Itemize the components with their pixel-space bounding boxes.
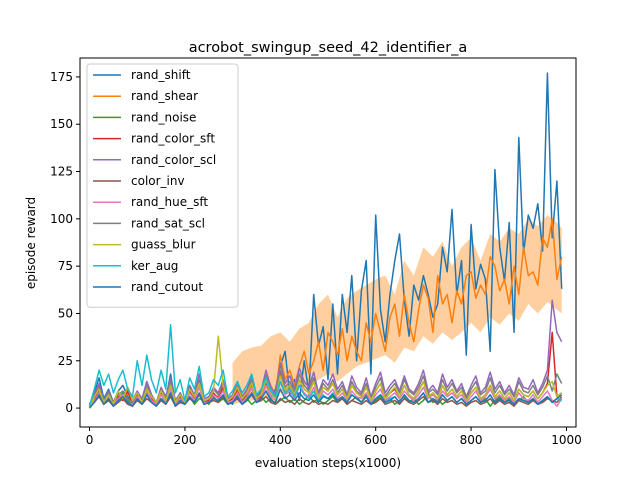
legend-label-rand-sat-scl: rand_sat_scl xyxy=(131,216,205,230)
x-axis-label: evaluation steps(x1000) xyxy=(255,456,401,470)
x-tick-label: 800 xyxy=(460,433,483,447)
y-axis-label: episode reward xyxy=(24,197,38,289)
series-line-rand-sat-scl xyxy=(88,369,563,405)
x-tick-label: 600 xyxy=(364,433,387,447)
series-line-rand-color-scl xyxy=(88,299,563,405)
y-tick-label: 0 xyxy=(65,401,73,415)
legend-label-rand-color-scl: rand_color_scl xyxy=(131,153,216,167)
legend-label-rand-cutout: rand_cutout xyxy=(131,280,203,294)
legend-label-rand-shear: rand_shear xyxy=(131,89,198,103)
x-tick-label: 200 xyxy=(173,433,196,447)
legend: rand_shift rand_shear rand_noise rand_color… xyxy=(86,63,239,308)
legend-label-rand-hue-sft: rand_hue_sft xyxy=(131,195,208,209)
plot-frame xyxy=(79,57,577,428)
y-tick-label: 25 xyxy=(58,354,73,368)
legend-box xyxy=(86,63,239,308)
y-tick-layer: 0 25 50 75 100 125 150 175 xyxy=(50,70,80,415)
y-tick-label: 175 xyxy=(50,70,73,84)
legend-label-rand-shift: rand_shift xyxy=(131,68,191,82)
series-line-layer xyxy=(88,72,563,409)
series-line-rand-hue-sft xyxy=(88,380,563,407)
legend-label-rand-color-sft: rand_color_sft xyxy=(131,132,215,146)
series-line-guass-blur xyxy=(88,335,563,409)
chart-title: acrobot_swingup_seed_42_identifier_a xyxy=(189,40,468,56)
series-line-rand-cutout xyxy=(88,388,563,409)
y-tick-label: 150 xyxy=(50,117,73,131)
x-tick-label: 1000 xyxy=(551,433,582,447)
x-tick-label: 0 xyxy=(86,433,94,447)
y-tick-label: 75 xyxy=(58,259,73,273)
y-tick-label: 100 xyxy=(50,212,73,226)
y-tick-label: 125 xyxy=(50,165,73,179)
y-tick-label: 50 xyxy=(58,306,73,320)
legend-label-ker-aug: ker_aug xyxy=(131,259,178,273)
legend-label-color-inv: color_inv xyxy=(131,174,185,188)
x-tick-label: 400 xyxy=(269,433,292,447)
legend-label-rand-noise: rand_noise xyxy=(131,110,196,124)
x-tick-layer: 0 200 400 600 800 1000 xyxy=(86,427,582,447)
legend-label-guass-blur: guass_blur xyxy=(131,238,196,252)
